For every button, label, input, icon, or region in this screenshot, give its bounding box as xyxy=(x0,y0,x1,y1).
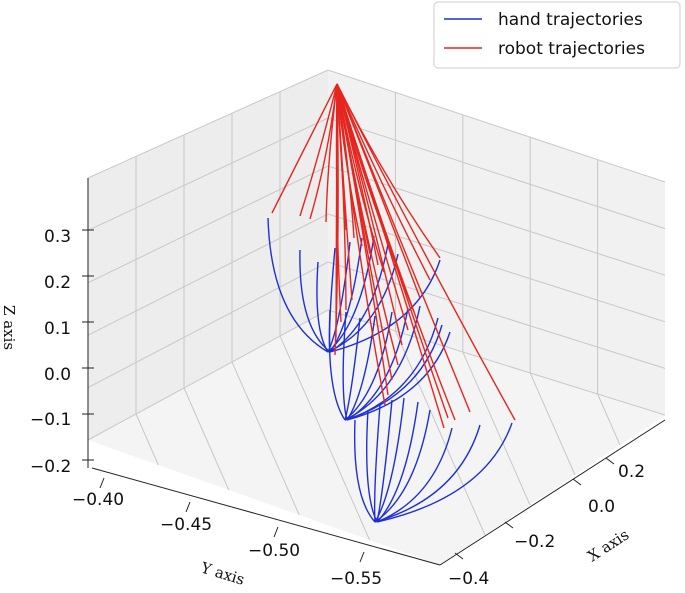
x-tick xyxy=(572,478,582,486)
x-tick-labels: 0.2 0.0 −0.2 −0.4 xyxy=(448,462,645,589)
hand-trajectory xyxy=(374,424,481,523)
y-floor-gridline xyxy=(231,361,300,516)
x-tick-label: −0.2 xyxy=(514,532,555,552)
y-tick xyxy=(273,526,279,538)
gridlines xyxy=(87,69,666,541)
y-floor-gridline xyxy=(183,387,230,491)
x-floor-gridline xyxy=(462,351,531,506)
z-tick-label: 0.1 xyxy=(44,319,71,339)
hand-trajectory xyxy=(376,427,453,523)
z-gridline xyxy=(87,165,666,284)
hand-trajectory xyxy=(299,249,331,353)
x-floor-gridline xyxy=(394,330,486,536)
hand-trajectory xyxy=(327,253,399,353)
x-tick-label: 0.0 xyxy=(588,497,615,517)
y-axis-label: Y axis xyxy=(198,558,247,589)
tick-marks xyxy=(82,229,615,563)
z-gridline xyxy=(87,69,666,183)
hand-trajectory xyxy=(353,419,376,523)
axis-edges xyxy=(87,178,666,566)
robot-trajectory xyxy=(334,83,339,356)
hand-trajectory xyxy=(344,317,361,421)
hand-trajectory xyxy=(316,261,329,353)
z-axis-label: Z axis xyxy=(0,305,18,350)
x-tick-label: 0.2 xyxy=(618,462,645,482)
robot-trajectory xyxy=(336,83,389,396)
x-tick-label: −0.4 xyxy=(448,569,489,589)
robot-trajectory xyxy=(336,83,445,429)
back-right-pane xyxy=(328,70,665,415)
robot-trajectory xyxy=(336,83,471,413)
z-tick-label: −0.2 xyxy=(30,457,71,477)
x-tick xyxy=(605,457,615,465)
axis-panes xyxy=(88,70,665,565)
y-tick xyxy=(185,501,191,513)
y-tick-labels: −0.40 −0.45 −0.50 −0.55 xyxy=(72,490,382,589)
robot-trajectory xyxy=(271,83,338,214)
hand-trajectory xyxy=(344,324,443,421)
x-tick xyxy=(454,552,464,560)
y-tick-label: −0.40 xyxy=(72,490,124,510)
z-gridline xyxy=(87,309,666,441)
hand-trajectory xyxy=(373,404,381,523)
hand-trajectory xyxy=(342,311,348,421)
robot-trajectory xyxy=(336,83,516,421)
robot-trajectory xyxy=(299,83,338,217)
x-axis-label: X axis xyxy=(584,526,632,566)
y-tick-label: −0.55 xyxy=(330,569,382,589)
robot-trajectory xyxy=(336,83,347,311)
x-axis-line xyxy=(439,419,666,566)
floor-pane xyxy=(88,310,665,565)
y-floor-gridline xyxy=(135,413,159,466)
legend-robot-label: robot trajectories xyxy=(498,39,645,59)
z-tick-label: −0.1 xyxy=(30,410,71,430)
back-left-pane xyxy=(88,70,328,440)
z-gridline xyxy=(87,261,666,389)
y-tick xyxy=(359,551,365,563)
legend: hand trajectories robot trajectories xyxy=(433,1,681,69)
robot-trajectory xyxy=(336,83,431,281)
z-tick-label: 0.0 xyxy=(44,365,71,385)
hand-trajectory xyxy=(376,422,513,523)
y-tick-label: −0.50 xyxy=(248,541,300,561)
hand-trajectory xyxy=(329,243,389,353)
z-tick-label: 0.2 xyxy=(44,273,71,293)
z-gridline xyxy=(87,213,666,336)
z-tick-labels: 0.3 0.2 0.1 0.0 −0.1 −0.2 xyxy=(30,227,71,477)
x-floor-gridline xyxy=(529,372,576,476)
y-floor-gridline xyxy=(279,335,371,541)
hand-trajectory xyxy=(376,401,419,523)
y-tick xyxy=(99,477,105,489)
y-axis-line xyxy=(91,467,441,566)
legend-hand-label: hand trajectories xyxy=(498,10,643,30)
hand-trajectory xyxy=(329,259,441,353)
robot-trajectory xyxy=(336,83,386,406)
y-tick-label: −0.45 xyxy=(160,515,212,535)
robot-trajectory xyxy=(325,83,338,223)
hand-trajectory xyxy=(374,409,431,523)
hand-trajectory xyxy=(328,309,346,421)
hand-trajectory xyxy=(267,217,329,353)
x-tick xyxy=(504,521,514,529)
z-tick-label: 0.3 xyxy=(44,227,71,247)
legend-box xyxy=(433,1,681,69)
robot-trajectory xyxy=(336,83,403,346)
robot-trajectory-lines xyxy=(271,83,516,429)
x-floor-gridline xyxy=(597,393,621,446)
hand-trajectory xyxy=(374,397,405,523)
